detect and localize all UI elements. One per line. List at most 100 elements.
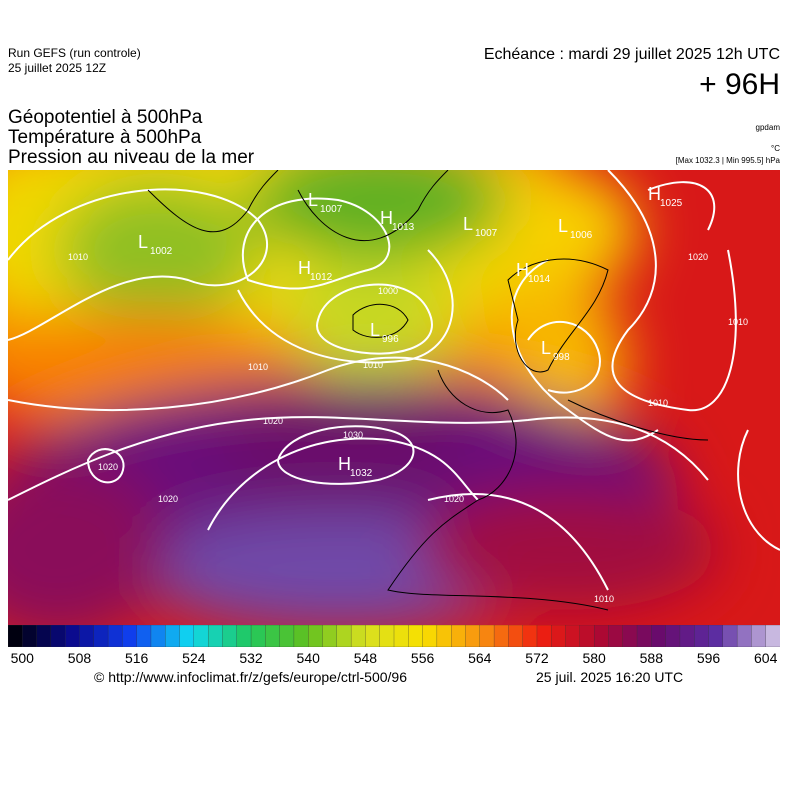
colorbar-tick-label: 540: [297, 650, 321, 666]
colorbar-swatch: [479, 625, 495, 647]
isobar-label: 1020: [688, 252, 708, 262]
colorbar-swatch: [336, 625, 352, 647]
center-type: L: [308, 190, 318, 210]
run-date: 25 juillet 2025 12Z: [8, 61, 107, 75]
center-value: 1013: [392, 222, 415, 233]
colorbar-swatch: [165, 625, 181, 647]
center-value: 1012: [310, 272, 333, 283]
colorbar-swatch: [565, 625, 581, 647]
colorbar-swatch: [665, 625, 681, 647]
colorbar-swatch: [8, 625, 23, 647]
colorbar-swatch: [408, 625, 424, 647]
colorbar-swatch: [293, 625, 309, 647]
colorbar-swatch: [608, 625, 624, 647]
colorbar-swatch: [308, 625, 324, 647]
colorbar-swatch: [679, 625, 695, 647]
unit: °C: [771, 144, 780, 153]
colorbar-swatch: [365, 625, 381, 647]
center-type: H: [380, 208, 393, 228]
colorbar-tick-label: 524: [182, 650, 206, 666]
title: Géopotentiel à 500hPa: [8, 107, 203, 128]
center-value: 1032: [350, 468, 373, 479]
center-value: 1007: [475, 228, 498, 239]
center-value: 1025: [660, 198, 683, 209]
colorbar-tick-label: 596: [697, 650, 721, 666]
title: Pression au niveau de la mer: [8, 147, 255, 168]
center-type: L: [558, 216, 568, 236]
center-value: 1006: [570, 230, 593, 241]
colorbar-swatch: [93, 625, 109, 647]
colorbar-swatch: [422, 625, 438, 647]
isobar-label: 1020: [444, 494, 464, 504]
center-value: 1014: [528, 274, 551, 285]
center-type: L: [138, 232, 148, 252]
isobar-label: 1010: [648, 398, 668, 408]
colorbar-tick-label: 604: [754, 650, 778, 666]
colorbar-swatch: [765, 625, 780, 647]
colorbar-swatch: [622, 625, 638, 647]
colorbar-swatch: [436, 625, 452, 647]
colorbar-swatch: [79, 625, 95, 647]
generated: 25 juil. 2025 16:20 UTC: [536, 669, 684, 685]
colorbar-swatch: [579, 625, 595, 647]
colorbar-swatch: [694, 625, 710, 647]
colorbar-swatch: [736, 625, 753, 647]
colorbar-swatch: [393, 625, 409, 647]
colorbar-swatch: [136, 625, 152, 647]
lead-time: + 96H: [699, 68, 780, 101]
colorbar-tick-label: 508: [68, 650, 92, 666]
center-type: H: [298, 258, 311, 278]
colorbar-swatch: [465, 625, 481, 647]
isobar-label: 1000: [378, 286, 398, 296]
center-type: L: [541, 338, 551, 358]
colorbar-tick-label: 556: [411, 650, 435, 666]
center-value: 996: [382, 334, 399, 345]
isobar-label: 1010: [594, 594, 614, 604]
colorbar-swatch: [222, 625, 238, 647]
colorbar-swatch: [493, 625, 510, 647]
colorbar-tick-label: 516: [125, 650, 149, 666]
center-type: L: [370, 320, 380, 340]
colorbar-swatch: [350, 625, 367, 647]
colorbar-swatch: [636, 625, 652, 647]
colorbar-labels: 500 508 516 524 532 540 548 556 564 572 580 588 596 6…: [11, 650, 778, 666]
isobar-label: 1020: [263, 416, 283, 426]
colorbar-swatch: [236, 625, 252, 647]
colorbar-swatch: [179, 625, 195, 647]
colorbar-swatch: [265, 625, 281, 647]
colorbar-swatch: [751, 625, 767, 647]
center-value: 998: [553, 352, 570, 363]
center-value: 1002: [150, 246, 173, 257]
valid-time: Echéance : mardi 29 juillet 2025 12h UTC: [483, 46, 780, 63]
colorbar-swatch: [22, 625, 38, 647]
colorbar-swatch: [322, 625, 338, 647]
colorbar-tick-label: 548: [354, 650, 378, 666]
isobar-label: 1010: [248, 362, 268, 372]
center-type: H: [338, 454, 351, 474]
colorbar-swatch: [379, 625, 395, 647]
isobar-label: 1010: [68, 252, 88, 262]
colorbar-tick-label: 588: [640, 650, 664, 666]
colorbar-tick-label: 532: [239, 650, 263, 666]
colorbar-swatch: [279, 625, 295, 647]
center-type: H: [648, 184, 661, 204]
colorbar-swatch: [708, 625, 724, 647]
colorbar: [8, 625, 780, 647]
colorbar-tick-label: 572: [525, 650, 549, 666]
colorbar-swatch: [107, 625, 124, 647]
colorbar-swatch: [593, 625, 610, 647]
colorbar-swatch: [65, 625, 81, 647]
center-type: H: [516, 260, 529, 280]
colorbar-swatch: [207, 625, 224, 647]
isobar-label: 1020: [158, 494, 178, 504]
unit: gpdam: [755, 123, 780, 132]
unit: [Max 1032.3 | Min 995.5] hPa: [675, 156, 780, 165]
colorbar-swatch: [122, 625, 138, 647]
isobar-label: 1020: [98, 462, 118, 472]
colorbar-swatch: [722, 625, 738, 647]
colorbar-swatch: [451, 625, 467, 647]
colorbar-swatch: [551, 625, 567, 647]
colorbar-swatch: [150, 625, 166, 647]
